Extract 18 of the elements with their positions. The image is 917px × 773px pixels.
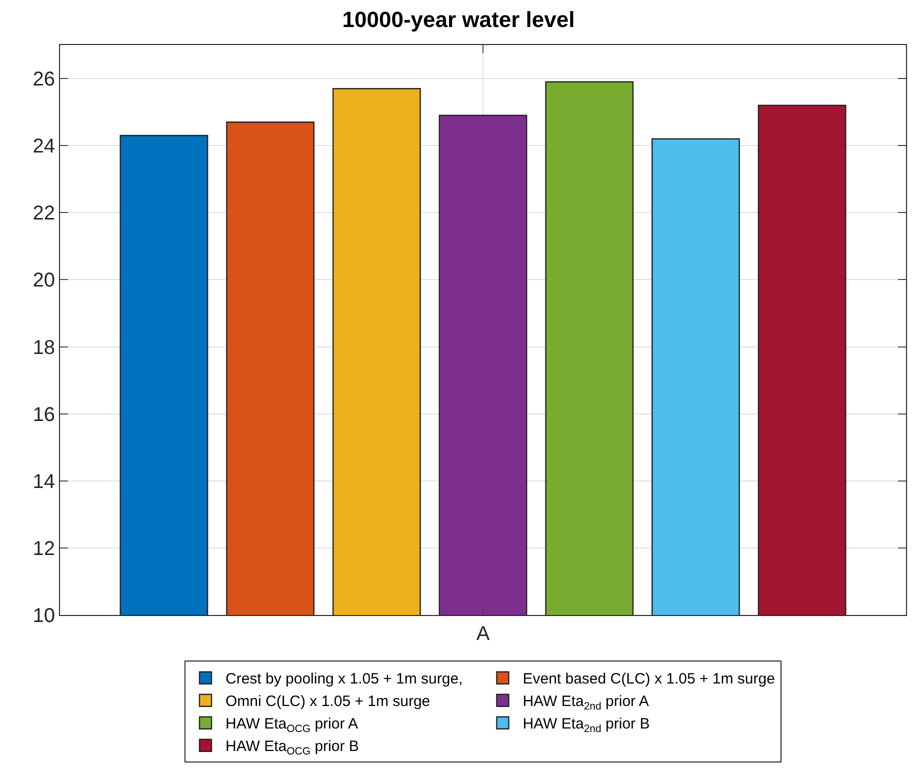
- legend-label: HAW Eta$_{2nd}$ prior A: [522, 693, 649, 712]
- y-tick-label: 14: [32, 470, 55, 493]
- y-tick-label: 10: [32, 605, 55, 627]
- legend-label: HAW Eta$_{OCG}$ prior B: [226, 738, 359, 758]
- chart-title: 10000-year water level: [342, 6, 575, 32]
- legend-label: Event based C(LC) x 1.05 + 1m surge: [522, 670, 775, 688]
- x-tick-label: A: [476, 623, 490, 645]
- y-tick-label: 18: [32, 336, 55, 359]
- legend-label: Omni C(LC) x 1.05 + 1m surge: [226, 693, 430, 710]
- legend-label: Crest by pooling x 1.05 + 1m surge,: [226, 670, 463, 688]
- y-tick-label: 12: [32, 538, 55, 560]
- legend-label: HAW Eta$_{OCG}$ prior A: [226, 716, 358, 735]
- y-tick-label: 26: [32, 68, 55, 91]
- y-tick-label: 24: [32, 136, 55, 158]
- y-tick-label: 16: [32, 404, 55, 426]
- legend-label: HAW Eta$_{2nd}$ prior B: [522, 716, 650, 735]
- y-tick-label: 20: [32, 270, 55, 292]
- y-tick-label: 22: [32, 202, 55, 225]
